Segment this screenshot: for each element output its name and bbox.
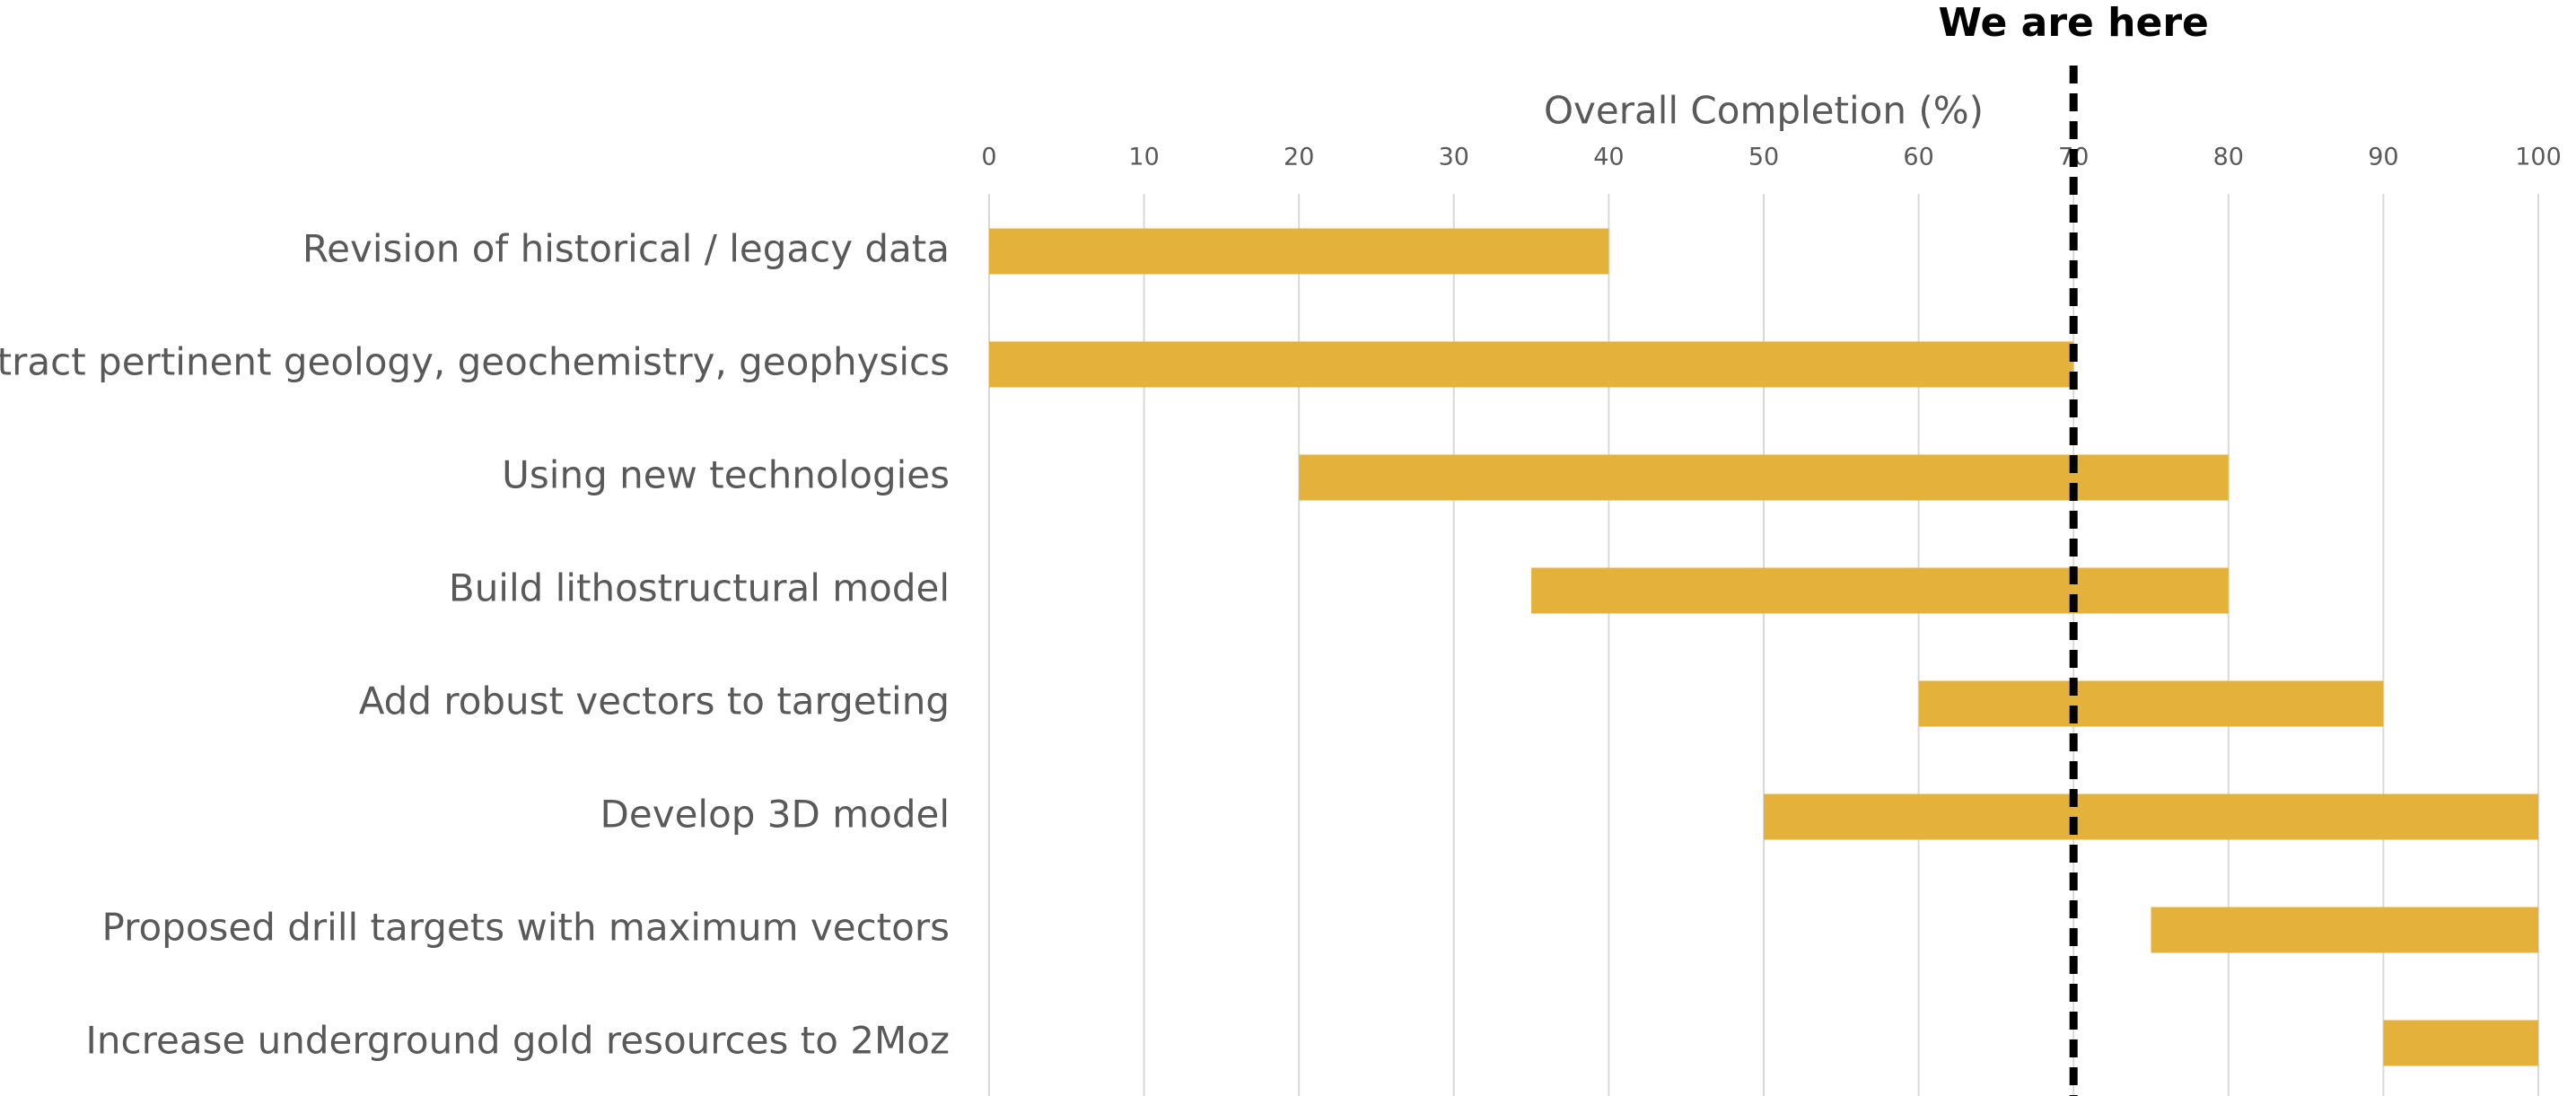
y-tick-label: Proposed drill targets with maximum vect… [102,906,950,950]
y-tick-label: Develop 3D model [600,793,950,837]
y-tick-label: Revision of historical / legacy data [302,227,950,271]
bar [1531,567,2229,614]
bar [989,341,2074,388]
bar [989,228,1609,275]
bar [1764,794,2538,840]
bar [2151,907,2538,953]
x-tick-label: 20 [1284,144,1314,171]
y-tick-label: Build lithostructural model [449,566,950,610]
bar [1918,680,2384,727]
y-tick-label: Increase underground gold resources to 2… [86,1019,950,1063]
bar [1299,454,2229,501]
y-tick-label: Using new technologies [502,453,950,497]
y-tick-label: Add robust vectors to targeting [359,680,950,723]
axis-title: Overall Completion (%) [1544,89,1984,133]
x-tick-label: 100 [2515,144,2562,171]
x-tick-label: 40 [1593,144,1624,171]
y-tick-label: Extract pertinent geology, geochemistry,… [0,340,950,384]
x-tick-label: 50 [1748,144,1779,171]
x-tick-label: 80 [2213,144,2244,171]
bar [2383,1020,2538,1066]
x-tick-label: 30 [1439,144,1469,171]
x-tick-label: 0 [981,144,996,171]
x-tick-label: 60 [1903,144,1933,171]
x-tick-label: 10 [1128,144,1159,171]
x-tick-label: 90 [2368,144,2398,171]
marker-label: We are here [1939,0,2209,46]
